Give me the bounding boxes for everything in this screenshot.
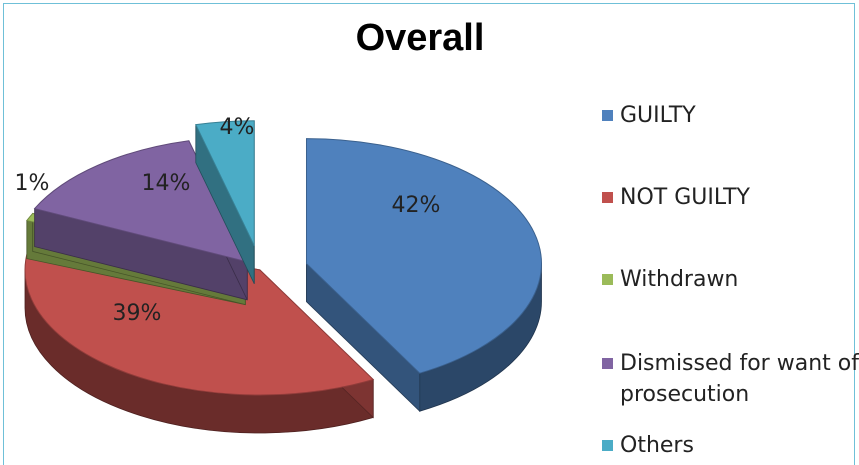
legend-item-withdrawn: Withdrawn xyxy=(602,267,738,292)
pie-slices xyxy=(24,120,542,434)
legend-label: GUILTY xyxy=(620,103,696,128)
data-label-others: 4% xyxy=(220,115,255,140)
data-labels: 42% 39% 1% 14% 4% xyxy=(15,115,441,326)
legend-swatch xyxy=(602,440,613,451)
pie-slice-guilty xyxy=(305,138,542,413)
legend-item-guilty: GUILTY xyxy=(602,103,696,128)
legend-swatch xyxy=(602,192,613,203)
data-label-guilty: 42% xyxy=(392,193,441,218)
pie-slice-dismissed-for-want-of-prosecution xyxy=(33,140,249,301)
legend-label: Withdrawn xyxy=(620,267,738,292)
legend-label-line: prosecution xyxy=(620,382,749,407)
legend-swatch xyxy=(602,110,613,121)
data-label-withdrawn: 1% xyxy=(15,171,50,196)
legend-item-not-guilty: NOT GUILTY xyxy=(602,185,751,210)
chart-title: Overall xyxy=(356,17,485,59)
data-label-not-guilty: 39% xyxy=(113,301,162,326)
legend: GUILTY NOT GUILTY Withdrawn Dismissed for w… xyxy=(602,103,859,458)
legend-label: NOT GUILTY xyxy=(620,185,751,210)
legend-swatch xyxy=(602,274,613,285)
legend-item-dismissed-for-want-of-prosecution: Dismissed for want of prosecution xyxy=(602,351,859,407)
legend-item-others: Others xyxy=(602,433,694,458)
legend-swatch xyxy=(602,358,613,369)
pie-slice-others xyxy=(195,120,255,284)
legend-label-line: Dismissed for want of xyxy=(620,351,859,376)
data-label-dismissed-for-want-of-prosecution: 14% xyxy=(142,171,191,196)
legend-label: Others xyxy=(620,433,694,458)
chart-frame xyxy=(3,3,855,465)
